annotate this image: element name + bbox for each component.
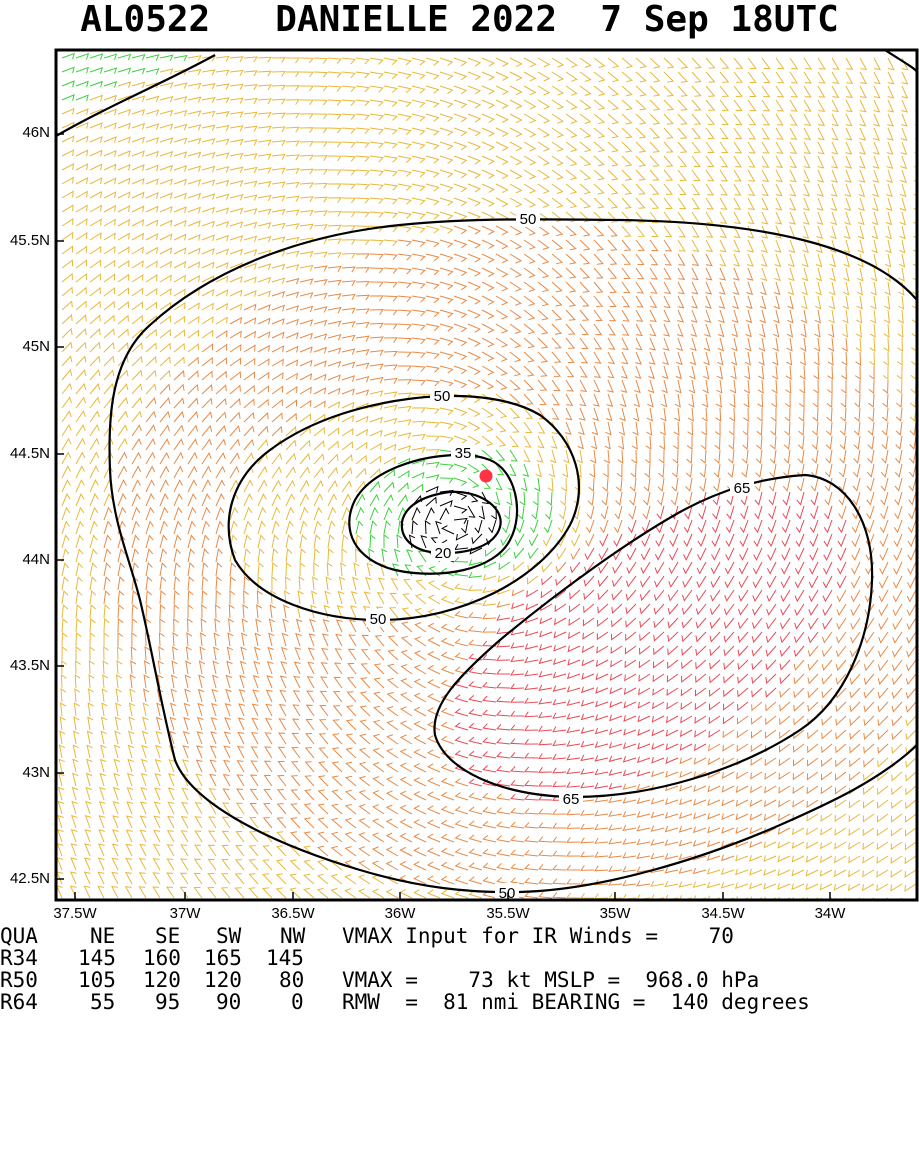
r64-sw: 90 <box>216 991 241 1013</box>
vmax-mslp: VMAX = 73 kt MSLP = 968.0 hPa <box>342 969 759 991</box>
lat-label-42-5: 42.5N <box>0 870 50 887</box>
r50-ne: 105 <box>78 969 116 991</box>
lon-label-37: 37W <box>155 905 215 922</box>
table-row-r64: R64 55 95 90 0 RMW = 81 nmi BEARING = 14… <box>0 991 51 1013</box>
r64-ne: 55 <box>90 991 115 1013</box>
rmw-bearing: RMW = 81 nmi BEARING = 140 degrees <box>342 991 810 1013</box>
r50-sw: 120 <box>204 969 242 991</box>
lat-label-44: 44N <box>0 551 50 568</box>
lon-label-35: 35W <box>585 905 645 922</box>
lat-label-44-5: 44.5N <box>0 445 50 462</box>
contour-label-inner-bottom: 50 <box>370 611 387 628</box>
lon-label-34: 34W <box>800 905 860 922</box>
col-se: SE <box>155 925 180 947</box>
contour-label-inner-top: 50 <box>434 388 451 405</box>
contour-label-max-bottom: 65 <box>563 791 580 808</box>
col-nw: NW <box>280 925 305 947</box>
r34-se: 160 <box>143 947 181 969</box>
quadrant-label: QUA <box>0 925 38 947</box>
r50-se: 120 <box>143 969 181 991</box>
r34-nw: 145 <box>266 947 304 969</box>
contour-label-core-top: 35 <box>455 445 472 462</box>
table-header-row: QUA NE SE SW NW VMAX Input for IR Winds … <box>0 925 51 947</box>
lat-label-46: 46N <box>0 124 50 141</box>
lon-label-36: 36W <box>370 905 430 922</box>
storm-center-marker <box>480 470 493 483</box>
lon-label-34-5: 34.5W <box>693 905 753 922</box>
r34-ne: 145 <box>78 947 116 969</box>
row-label: R50 <box>0 969 38 991</box>
contour-label-core-bottom: 20 <box>435 545 452 562</box>
table-row-r34: R34 145 160 165 145 <box>0 947 51 969</box>
vmax-input: VMAX Input for IR Winds = 70 <box>342 925 734 947</box>
col-ne: NE <box>90 925 115 947</box>
lat-label-45: 45N <box>0 338 50 355</box>
lat-label-45-5: 45.5N <box>0 232 50 249</box>
contour-label-max-top: 65 <box>734 480 751 497</box>
table-row-r50: R50 105 120 120 80 VMAX = 73 kt MSLP = 9… <box>0 969 51 991</box>
lon-label-37-5: 37.5W <box>45 905 105 922</box>
lon-label-35-5: 35.5W <box>478 905 538 922</box>
col-sw: SW <box>216 925 241 947</box>
lon-label-36-5: 36.5W <box>263 905 323 922</box>
r64-nw: 0 <box>291 991 304 1013</box>
contour-label-outer-top: 50 <box>520 211 537 228</box>
r64-se: 95 <box>155 991 180 1013</box>
lat-label-43: 43N <box>0 764 50 781</box>
r50-nw: 80 <box>279 969 304 991</box>
r34-sw: 165 <box>204 947 242 969</box>
lat-label-43-5: 43.5N <box>0 657 50 674</box>
row-label: R34 <box>0 947 38 969</box>
row-label: R64 <box>0 991 38 1013</box>
